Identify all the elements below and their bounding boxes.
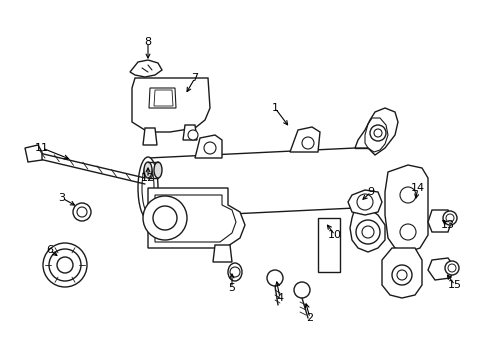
Circle shape	[361, 226, 373, 238]
Circle shape	[266, 270, 283, 286]
Circle shape	[447, 264, 455, 272]
Text: 13: 13	[440, 220, 454, 230]
Circle shape	[293, 282, 309, 298]
Polygon shape	[289, 127, 319, 152]
Text: 11: 11	[35, 143, 49, 153]
Polygon shape	[427, 258, 454, 280]
Polygon shape	[148, 188, 244, 248]
Circle shape	[153, 206, 177, 230]
Text: 15: 15	[447, 280, 461, 290]
Text: 3: 3	[59, 193, 65, 203]
Text: 5: 5	[228, 283, 235, 293]
Polygon shape	[354, 108, 397, 155]
Circle shape	[396, 270, 406, 280]
Circle shape	[442, 211, 456, 225]
Circle shape	[391, 265, 411, 285]
Polygon shape	[349, 208, 384, 252]
Circle shape	[399, 187, 415, 203]
Ellipse shape	[143, 162, 152, 178]
Text: 7: 7	[191, 73, 198, 83]
Circle shape	[142, 196, 186, 240]
Circle shape	[57, 257, 73, 273]
Circle shape	[445, 214, 453, 222]
Circle shape	[43, 243, 87, 287]
Circle shape	[373, 129, 381, 137]
Circle shape	[302, 137, 313, 149]
Polygon shape	[132, 78, 209, 132]
Polygon shape	[381, 248, 421, 298]
Circle shape	[369, 125, 385, 141]
Text: 1: 1	[271, 103, 278, 113]
Polygon shape	[213, 245, 231, 262]
Circle shape	[73, 203, 91, 221]
Text: 12: 12	[141, 173, 155, 183]
Text: 9: 9	[366, 187, 374, 197]
Polygon shape	[195, 135, 222, 158]
Circle shape	[203, 142, 216, 154]
Ellipse shape	[142, 164, 154, 212]
Text: 4: 4	[276, 293, 283, 303]
Text: 6: 6	[46, 245, 53, 255]
Circle shape	[187, 130, 198, 140]
Circle shape	[355, 220, 379, 244]
Polygon shape	[130, 60, 162, 77]
Polygon shape	[183, 125, 197, 140]
Circle shape	[229, 267, 240, 277]
Text: 8: 8	[144, 37, 151, 47]
Circle shape	[399, 224, 415, 240]
Text: 14: 14	[410, 183, 424, 193]
Polygon shape	[142, 128, 157, 145]
Polygon shape	[384, 165, 427, 252]
Text: 2: 2	[306, 313, 313, 323]
Circle shape	[356, 194, 372, 210]
Polygon shape	[347, 190, 381, 215]
Circle shape	[77, 207, 87, 217]
Polygon shape	[25, 145, 42, 162]
Polygon shape	[427, 210, 451, 232]
Ellipse shape	[154, 162, 162, 178]
Ellipse shape	[138, 157, 158, 219]
Circle shape	[444, 261, 458, 275]
Text: 10: 10	[327, 230, 341, 240]
Ellipse shape	[227, 263, 242, 281]
